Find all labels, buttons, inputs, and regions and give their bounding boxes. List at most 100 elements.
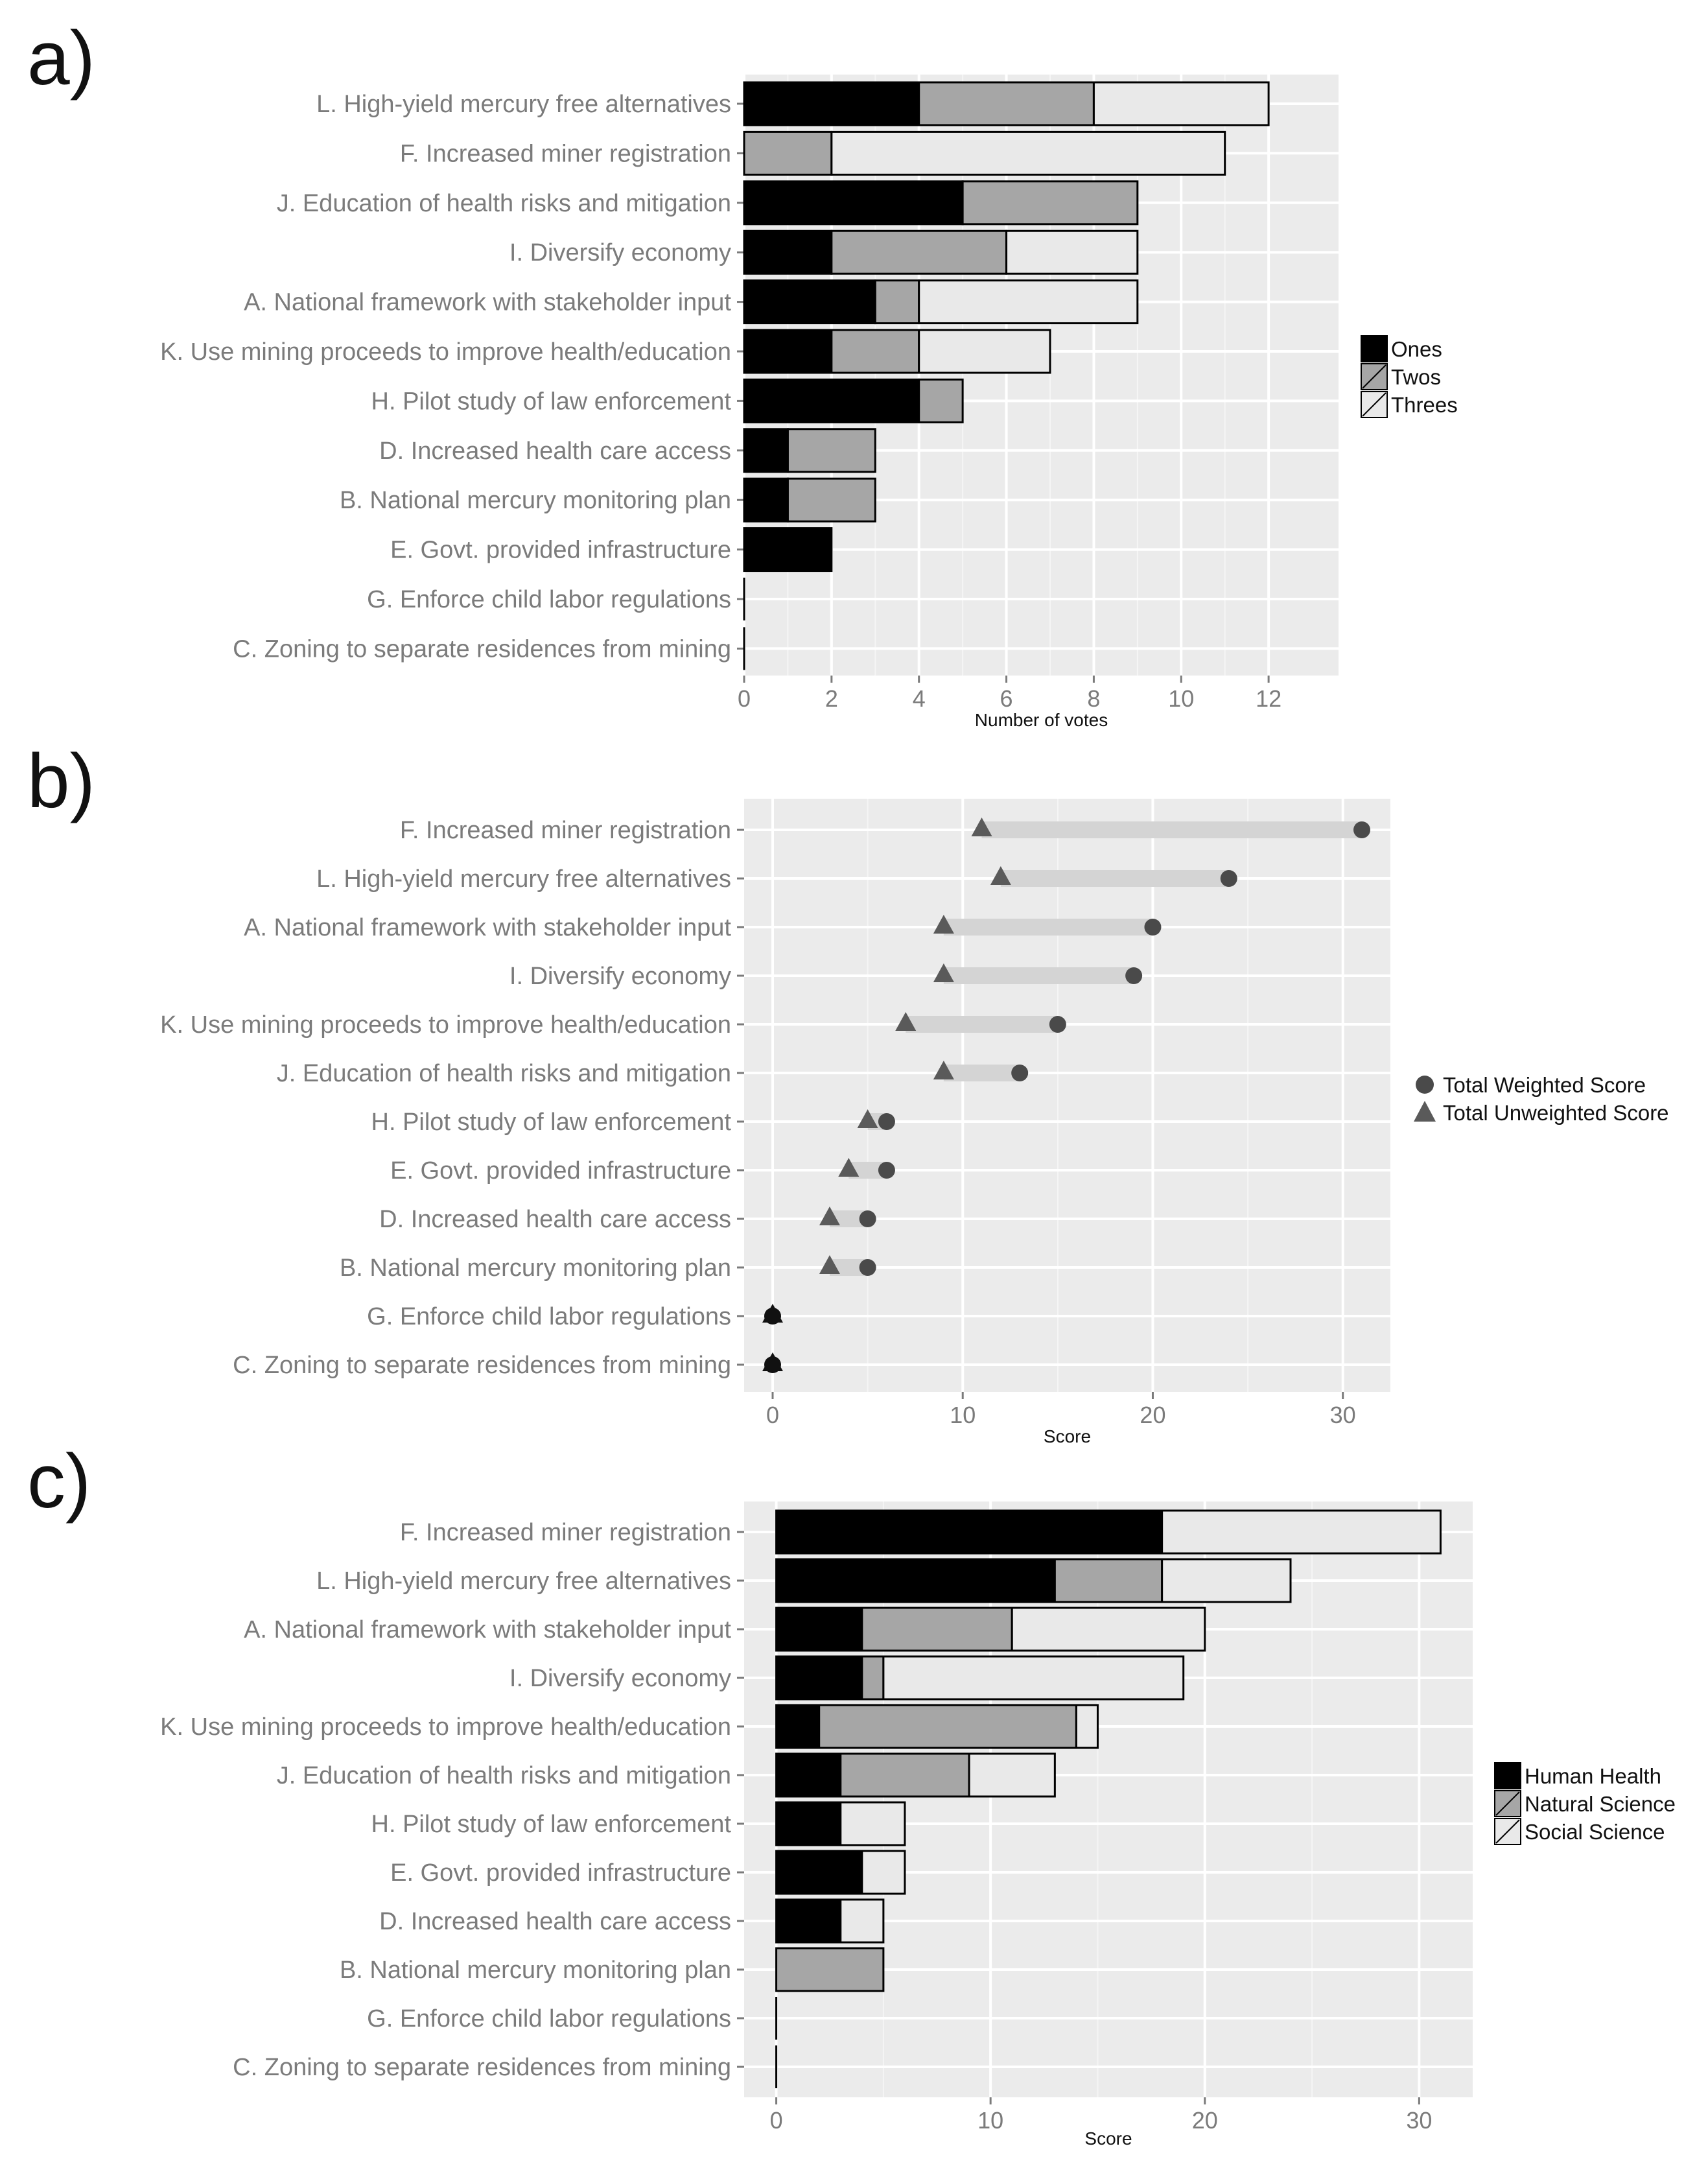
bar-ones-j-education-of-health-risks-and-mitigation (743, 180, 964, 226)
legend-label-social-science: Social Science (1525, 1820, 1665, 1844)
category-label-e-govt-provided-infrastructure: E. Govt. provided infrastructure (390, 1859, 731, 1887)
category-label-c-zoning-to-separate-residences-from-mining: C. Zoning to separate residences from mi… (233, 635, 731, 663)
bar-ones-l-high-yield-mercury-free-alternatives (743, 81, 920, 126)
bar-social-science-k-use-mining-proceeds-to-improve-health-education (1075, 1704, 1099, 1749)
bar-natural-science-b-national-mercury-monitoring-plan (775, 1947, 885, 1992)
legend-label-natural-science: Natural Science (1525, 1792, 1676, 1816)
category-label-b-national-mercury-monitoring-plan: B. National mercury monitoring plan (340, 487, 731, 514)
bar-natural-science-a-national-framework-with-stakeholder-input (861, 1607, 1013, 1652)
legend-label-twos: Twos (1391, 365, 1441, 389)
bar-social-science-l-high-yield-mercury-free-alternatives (1161, 1558, 1292, 1603)
point-weighted-d-increased-health-care-access (859, 1210, 876, 1227)
category-label-b-national-mercury-monitoring-plan: B. National mercury monitoring plan (340, 1254, 731, 1282)
x-tick-label-6: 6 (1000, 685, 1013, 712)
point-unweighted-k-use-mining-proceeds-to-improve-health-education (895, 1012, 917, 1031)
point-unweighted-b-national-mercury-monitoring-plan (819, 1255, 840, 1274)
x-tick-label-10: 10 (1168, 685, 1194, 712)
category-label-c-zoning-to-separate-residences-from-mining: C. Zoning to separate residences from mi… (233, 2054, 731, 2081)
bar-twos-i-diversify-economy (830, 230, 1008, 275)
legend-label-total-unweighted-score: Total Unweighted Score (1443, 1101, 1669, 1125)
point-weighted-e-govt-provided-infrastructure (878, 1162, 895, 1179)
category-label-g-enforce-child-labor-regulations: G. Enforce child labor regulations (367, 2005, 731, 2032)
x-tick-label-8: 8 (1087, 685, 1100, 712)
point-weighted-i-diversify-economy (1125, 967, 1143, 984)
category-label-h-pilot-study-of-law-enforcement: H. Pilot study of law enforcement (371, 1811, 732, 1838)
bar-human-health-d-increased-health-care-access (775, 1898, 842, 1944)
legend-swatch-slash (1362, 364, 1386, 389)
legend-swatch-slash (1362, 336, 1386, 361)
legend-label-threes: Threes (1391, 393, 1458, 417)
legend-swatch-slash (1495, 1791, 1520, 1816)
point-weighted-b-national-mercury-monitoring-plan (859, 1259, 876, 1276)
bar-natural-science-k-use-mining-proceeds-to-improve-health-education (818, 1704, 1077, 1749)
point-weighted-h-pilot-study-of-law-enforcement (878, 1113, 895, 1130)
legend-swatch-slash (1495, 1763, 1520, 1788)
chart-a-votes: L. High-yield mercury free alternatives F… (160, 75, 1458, 730)
bar-social-science-f-increased-miner-registration (1161, 1509, 1442, 1555)
bar-ones-e-govt-provided-infrastructure (743, 527, 833, 572)
bar-twos-k-use-mining-proceeds-to-improve-health-education (830, 329, 920, 374)
point-unweighted-g-enforce-child-labor-regulations (762, 1304, 783, 1323)
bar-twos-b-national-mercury-monitoring-plan (786, 477, 876, 523)
legend-marker-circle (1416, 1076, 1434, 1094)
x-tick-label-20: 20 (1192, 2107, 1218, 2134)
point-unweighted-l-high-yield-mercury-free-alternatives (990, 866, 1011, 885)
bar-twos-f-increased-miner-registration (743, 130, 833, 176)
connector-j-education-of-health-risks-and-mitigation (943, 1065, 1020, 1081)
x-tick-label-0: 0 (770, 2107, 783, 2134)
legend-swatch-slash (1362, 392, 1386, 417)
bar-ones-a-national-framework-with-stakeholder-input (743, 279, 876, 325)
category-label-j-education-of-health-risks-and-mitigation: J. Education of health risks and mitigat… (277, 1060, 731, 1087)
point-unweighted-h-pilot-study-of-law-enforcement (857, 1109, 878, 1128)
category-label-c-zoning-to-separate-residences-from-mining: C. Zoning to separate residences from mi… (233, 1352, 731, 1379)
point-unweighted-d-increased-health-care-access (819, 1207, 840, 1225)
x-tick-label-2: 2 (825, 685, 838, 712)
x-tick-label-30: 30 (1330, 1402, 1356, 1428)
category-label-i-diversify-economy: I. Diversify economy (509, 963, 731, 990)
bar-ones-d-increased-health-care-access (743, 428, 789, 473)
category-label-k-use-mining-proceeds-to-improve-health-education: K. Use mining proceeds to improve health… (160, 338, 731, 366)
bar-social-science-a-national-framework-with-stakeholder-input (1011, 1607, 1206, 1652)
bar-threes-a-national-framework-with-stakeholder-input (918, 279, 1139, 325)
bar-social-science-i-diversify-economy (882, 1655, 1185, 1701)
bar-twos-l-high-yield-mercury-free-alternatives (918, 81, 1095, 126)
bar-twos-h-pilot-study-of-law-enforcement (918, 378, 964, 423)
category-label-j-education-of-health-risks-and-mitigation: J. Education of health risks and mitigat… (277, 1762, 731, 1789)
x-tick-label-12: 12 (1256, 685, 1281, 712)
point-unweighted-j-education-of-health-risks-and-mitigation (933, 1061, 954, 1079)
category-label-d-increased-health-care-access: D. Increased health care access (379, 1206, 731, 1233)
chart-b-scores: F. Increased miner registration L. High-y… (160, 799, 1669, 1446)
point-weighted-l-high-yield-mercury-free-alternatives (1220, 870, 1237, 887)
x-tick-label-0: 0 (766, 1402, 779, 1428)
legend-swatch-slash (1495, 1819, 1520, 1844)
category-label-l-high-yield-mercury-free-alternatives: L. High-yield mercury free alternatives (316, 866, 731, 893)
connector-k-use-mining-proceeds-to-improve-health-education (906, 1016, 1058, 1033)
bar-human-health-f-increased-miner-registration (775, 1509, 1164, 1555)
connector-a-national-framework-with-stakeholder-input (943, 919, 1153, 936)
bar-human-health-k-use-mining-proceeds-to-improve-health-education (775, 1704, 821, 1749)
bar-social-science-h-pilot-study-of-law-enforcement (839, 1801, 906, 1846)
bar-social-science-e-govt-provided-infrastructure (861, 1850, 906, 1895)
category-label-e-govt-provided-infrastructure: E. Govt. provided infrastructure (390, 537, 731, 564)
bar-social-science-j-education-of-health-risks-and-mitigation (968, 1752, 1056, 1798)
x-tick-label-0: 0 (738, 685, 751, 712)
x-tick-label-10: 10 (977, 2107, 1003, 2134)
category-label-f-increased-miner-registration: F. Increased miner registration (400, 1519, 731, 1546)
bar-ones-i-diversify-economy (743, 230, 833, 275)
bar-human-health-j-education-of-health-risks-and-mitigation (775, 1752, 842, 1798)
category-label-d-increased-health-care-access: D. Increased health care access (379, 438, 731, 465)
point-weighted-j-education-of-health-risks-and-mitigation (1011, 1065, 1029, 1081)
x-tick-label-4: 4 (913, 685, 926, 712)
bar-social-science-d-increased-health-care-access (839, 1898, 885, 1944)
point-weighted-a-national-framework-with-stakeholder-input (1144, 919, 1162, 936)
category-label-a-national-framework-with-stakeholder-input: A. National framework with stakeholder i… (244, 1616, 731, 1643)
point-unweighted-e-govt-provided-infrastructure (838, 1158, 860, 1177)
bar-twos-d-increased-health-care-access (786, 428, 876, 473)
x-axis-title: Score (1044, 1426, 1091, 1446)
category-label-i-diversify-economy: I. Diversify economy (509, 239, 731, 266)
category-label-g-enforce-child-labor-regulations: G. Enforce child labor regulations (367, 586, 731, 613)
plot-background-b (744, 799, 1390, 1392)
category-label-k-use-mining-proceeds-to-improve-health-education: K. Use mining proceeds to improve health… (160, 1011, 731, 1039)
point-weighted-k-use-mining-proceeds-to-improve-health-education (1049, 1016, 1066, 1033)
bar-ones-k-use-mining-proceeds-to-improve-health-education (743, 329, 833, 374)
